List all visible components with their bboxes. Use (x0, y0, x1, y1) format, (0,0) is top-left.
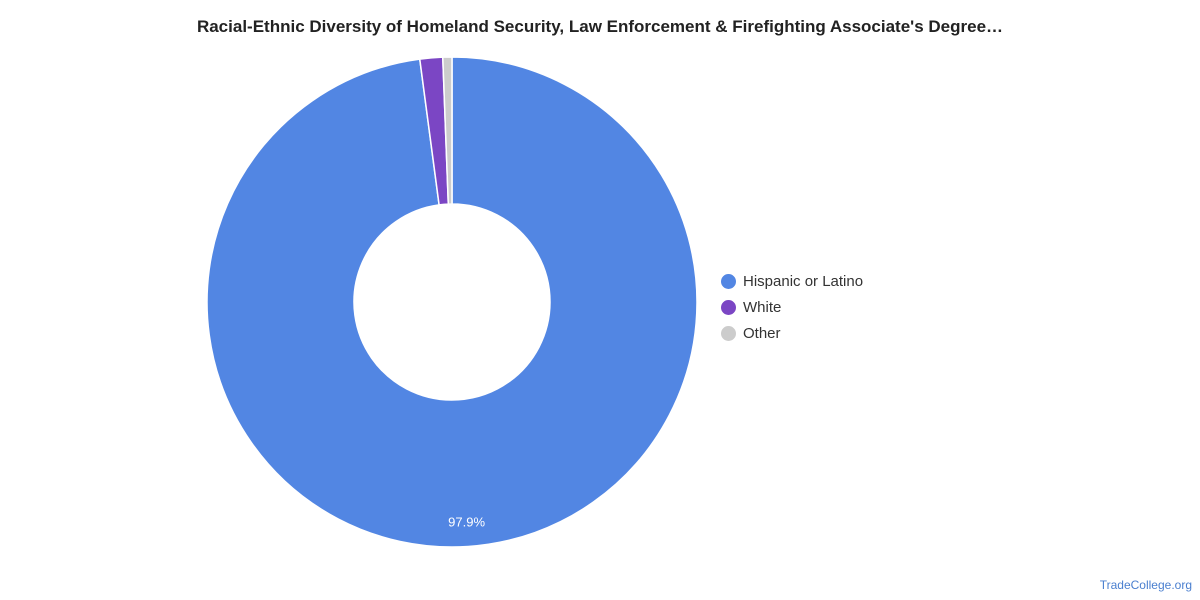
donut-slices (206, 56, 698, 548)
slice-other[interactable] (441, 56, 453, 205)
slice-hispanic-or-latino[interactable] (206, 56, 698, 548)
legend-item[interactable]: White (721, 294, 863, 320)
chart-title: Racial-Ethnic Diversity of Homeland Secu… (196, 17, 1004, 36)
legend-swatch (721, 299, 736, 315)
source-credit[interactable]: TradeCollege.org (1099, 578, 1192, 592)
legend-item[interactable]: Hispanic or Latino (721, 268, 863, 294)
legend: Hispanic or Latino White Other (721, 268, 863, 346)
slice-label: 97.9% (448, 514, 485, 529)
slice-labels: 97.9% (448, 514, 485, 529)
legend-label: Hispanic or Latino (743, 272, 864, 290)
legend-label: Other (743, 324, 781, 342)
legend-label: White (743, 298, 782, 316)
legend-swatch (721, 273, 736, 289)
legend-swatch (721, 325, 736, 341)
legend-item[interactable]: Other (721, 320, 863, 346)
